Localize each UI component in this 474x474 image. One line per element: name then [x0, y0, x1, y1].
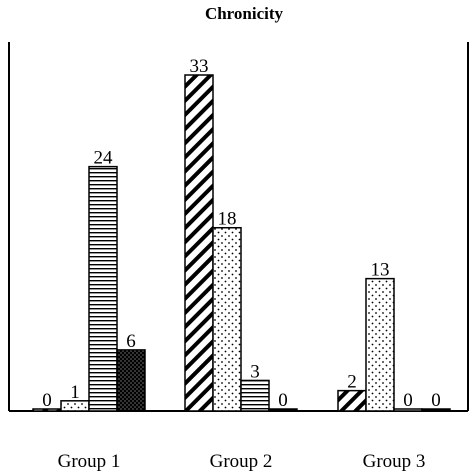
- bar-value-label: 2: [347, 372, 357, 393]
- bar: [116, 349, 146, 412]
- bar-value-label: 0: [431, 390, 441, 411]
- category-label: Group 3: [363, 451, 426, 472]
- bar-value-label: 18: [218, 209, 237, 230]
- bar: [365, 277, 395, 412]
- bar: [268, 408, 298, 412]
- chart-title: Chronicity: [205, 4, 284, 23]
- bar: [212, 226, 242, 412]
- bar-value-label: 33: [190, 56, 209, 77]
- bar-value-label: 0: [403, 390, 413, 411]
- bar: [184, 74, 214, 412]
- category-labels-layer: Group 1 Group 2 Group 3: [58, 451, 426, 472]
- bar: [88, 165, 118, 412]
- bar: [240, 379, 270, 412]
- bar: [337, 389, 367, 412]
- category-label: Group 1: [58, 451, 121, 472]
- bar-value-label: 0: [278, 390, 288, 411]
- bars-layer: [32, 74, 451, 412]
- bar: [421, 408, 451, 412]
- bar-value-label: 13: [371, 260, 390, 281]
- category-label: Group 2: [210, 451, 273, 472]
- bar-value-label: 3: [250, 361, 260, 382]
- bar-value-label: 6: [126, 331, 136, 352]
- bar-value-label: 1: [70, 382, 80, 403]
- bar-value-label: 24: [94, 148, 114, 169]
- bar-value-label: 0: [42, 390, 52, 411]
